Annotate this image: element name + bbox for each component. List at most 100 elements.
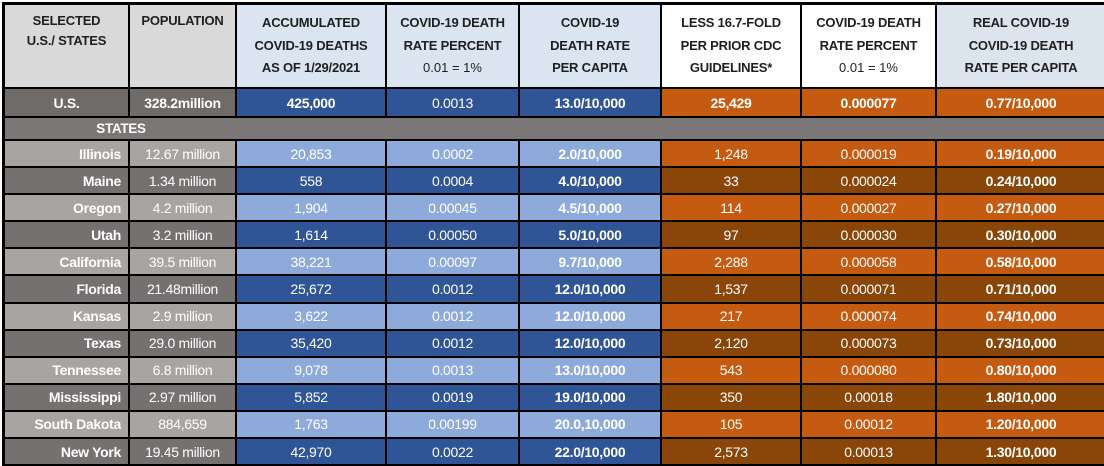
- cell-less-16-7-fold: 105: [662, 411, 802, 438]
- cell-death-rate-percent: 0.0012: [387, 303, 520, 329]
- cell-population: 2.97 million: [130, 384, 237, 410]
- cell-death-rate-percent: 0.0002: [387, 141, 520, 167]
- table-row: Florida 21.48million 25,672 0.0012 12.0/10,0…: [5, 276, 1104, 304]
- cell-real-death-rate-per-capita: 0.71/10,000: [937, 276, 1104, 302]
- cell-death-rate-per-capita: 12.0/10,000: [520, 330, 662, 356]
- cell-state-name: Florida: [5, 276, 130, 302]
- table-header-row: SELECTED U.S./ STATES POPULATION ACCUMUL…: [5, 5, 1104, 89]
- cell-deaths: 1,763: [237, 411, 387, 438]
- cell-death-rate-percent-2: 0.000027: [802, 195, 937, 221]
- cell-death-rate-per-capita: 9.7/10,000: [520, 249, 662, 275]
- cell-death-rate-percent-2: 0.000074: [802, 303, 937, 329]
- cell-deaths: 558: [237, 168, 387, 194]
- cell-less-16-7-fold: 1,248: [662, 141, 802, 167]
- cell-death-rate-percent: 0.0019: [387, 384, 520, 410]
- cell-population: 21.48million: [130, 276, 237, 302]
- cell-state-name: Tennessee: [5, 357, 130, 383]
- cell-state-name: Oregon: [5, 195, 130, 221]
- cell-deaths: 38,221: [237, 249, 387, 275]
- cell-state-name: Illinois: [5, 141, 130, 167]
- cell-real-death-rate-per-capita: 0.24/10,000: [937, 168, 1104, 194]
- states-section-row: STATES: [5, 118, 1104, 141]
- cell-death-rate-percent-2: 0.00018: [802, 384, 937, 410]
- col-header-death-rate-percent-2: COVID-19 DEATH RATE PERCENT 0.01 = 1%: [802, 5, 937, 87]
- cell-death-rate-per-capita: 22.0/10,000: [520, 439, 662, 465]
- cell-less-16-7-fold: 97: [662, 222, 802, 248]
- cell-real-death-rate-per-capita: 0.80/10,000: [937, 357, 1104, 383]
- col-header-death-rate-percent: COVID-19 DEATH RATE PERCENT 0.01 = 1%: [387, 5, 520, 87]
- cell-population: 39.5 million: [130, 249, 237, 275]
- cell-real-death-rate-per-capita: 0.19/10,000: [937, 141, 1104, 167]
- col-header-death-rate-per-capita: COVID-19 DEATH RATE PER CAPITA: [520, 5, 662, 87]
- table-row: Utah 3.2 million 1,614 0.00050 5.0/10,000 97 0…: [5, 222, 1104, 250]
- states-section-label: STATES: [96, 121, 146, 136]
- cell-death-rate-per-capita: 12.0/10,000: [520, 276, 662, 302]
- cell-death-rate-per-capita: 2.0/10,000: [520, 141, 662, 167]
- cell-population: 328.2million: [130, 89, 237, 116]
- cell-state-name: Mississippi: [5, 384, 130, 410]
- table-row: South Dakota 884,659 1,763 0.00199 20.0,10,0…: [5, 411, 1104, 440]
- cell-less-16-7-fold: 2,573: [662, 439, 802, 465]
- cell-death-rate-per-capita: 19.0/10,000: [520, 384, 662, 410]
- col-header-accumulated-deaths: ACCUMULATED COVID-19 DEATHS AS OF 1/29/2…: [237, 5, 387, 87]
- cell-state-name: U.S.: [5, 89, 130, 116]
- col-header-population: POPULATION: [130, 5, 237, 87]
- cell-death-rate-per-capita: 12.0/10,000: [520, 303, 662, 329]
- cell-state-name: South Dakota: [5, 411, 130, 438]
- cell-real-death-rate-per-capita: 0.77/10,000: [937, 89, 1104, 116]
- table-row: New York 19.45 million 42,970 0.0022 22.0/10…: [5, 439, 1104, 466]
- cell-real-death-rate-per-capita: 0.30/10,000: [937, 222, 1104, 248]
- cell-death-rate-percent-2: 0.00013: [802, 439, 937, 465]
- cell-death-rate-percent: 0.00050: [387, 222, 520, 248]
- cell-death-rate-percent-2: 0.000073: [802, 330, 937, 356]
- col-header-percent-note: 0.01 = 1%: [423, 60, 482, 76]
- col-header-percent-note-2: 0.01 = 1%: [839, 60, 898, 76]
- cell-death-rate-per-capita: 4.0/10,000: [520, 168, 662, 194]
- cell-deaths: 35,420: [237, 330, 387, 356]
- col-header-less-16-7-fold: LESS 16.7-FOLD PER PRIOR CDC GUIDELINES*: [662, 5, 802, 87]
- cell-population: 12.67 million: [130, 141, 237, 167]
- cell-less-16-7-fold: 217: [662, 303, 802, 329]
- cell-population: 3.2 million: [130, 222, 237, 248]
- cell-death-rate-per-capita: 13.0/10,000: [520, 357, 662, 383]
- cell-population: 6.8 million: [130, 357, 237, 383]
- cell-deaths: 9,078: [237, 357, 387, 383]
- cell-population: 4.2 million: [130, 195, 237, 221]
- cell-deaths: 20,853: [237, 141, 387, 167]
- cell-population: 1.34 million: [130, 168, 237, 194]
- cell-death-rate-percent: 0.00045: [387, 195, 520, 221]
- cell-deaths: 5,852: [237, 384, 387, 410]
- cell-state-name: Texas: [5, 330, 130, 356]
- cell-real-death-rate-per-capita: 1.80/10,000: [937, 384, 1104, 410]
- cell-real-death-rate-per-capita: 1.20/10,000: [937, 411, 1104, 438]
- table-row: Illinois 12.67 million 20,853 0.0002 2.0/10,…: [5, 141, 1104, 169]
- cell-death-rate-percent-2: 0.000071: [802, 276, 937, 302]
- cell-population: 2.9 million: [130, 303, 237, 329]
- cell-real-death-rate-per-capita: 0.58/10,000: [937, 249, 1104, 275]
- cell-death-rate-percent-2: 0.000030: [802, 222, 937, 248]
- cell-state-name: California: [5, 249, 130, 275]
- table-row: Kansas 2.9 million 3,622 0.0012 12.0/10,000 2…: [5, 303, 1104, 331]
- cell-death-rate-percent: 0.0013: [387, 357, 520, 383]
- col-header-selected-states: SELECTED U.S./ STATES: [5, 5, 130, 87]
- cell-deaths: 425,000: [237, 89, 387, 116]
- cell-death-rate-percent: 0.0012: [387, 276, 520, 302]
- cell-state-name: Kansas: [5, 303, 130, 329]
- cell-death-rate-per-capita: 5.0/10,000: [520, 222, 662, 248]
- cell-death-rate-per-capita: 4.5/10,000: [520, 195, 662, 221]
- cell-death-rate-percent: 0.00097: [387, 249, 520, 275]
- cell-population: 29.0 million: [130, 330, 237, 356]
- cell-less-16-7-fold: 114: [662, 195, 802, 221]
- table-row: Maine 1.34 million 558 0.0004 4.0/10,000 33 0.…: [5, 168, 1104, 196]
- table-row: California 39.5 million 38,221 0.00097 9.7/1…: [5, 249, 1104, 277]
- cell-death-rate-per-capita: 13.0/10,000: [520, 89, 662, 116]
- cell-death-rate-percent: 0.0012: [387, 330, 520, 356]
- cell-real-death-rate-per-capita: 0.27/10,000: [937, 195, 1104, 221]
- table-body: U.S. 328.2million 425,000 0.0013 13.0/10,000…: [5, 89, 1104, 466]
- cell-death-rate-percent-2: 0.000019: [802, 141, 937, 167]
- cell-death-rate-percent-2: 0.000058: [802, 249, 937, 275]
- cell-less-16-7-fold: 25,429: [662, 89, 802, 116]
- cell-real-death-rate-per-capita: 1.30/10,000: [937, 439, 1104, 465]
- cell-population: 884,659: [130, 411, 237, 438]
